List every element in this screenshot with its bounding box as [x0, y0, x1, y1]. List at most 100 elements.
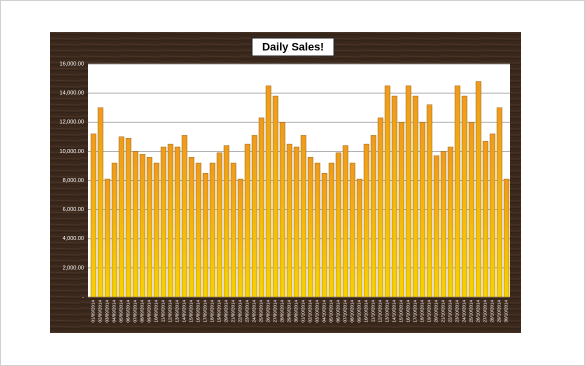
bar: [503, 178, 510, 298]
x-tick-label: 11/10/2014: [371, 300, 376, 323]
x-tick-label: 19/10/2014: [427, 300, 432, 323]
x-tick-label: 22/09/2014: [238, 300, 243, 323]
x-tick-label: 13/09/2014: [175, 300, 180, 323]
x-tick-label: 01/10/2014: [301, 300, 306, 323]
x-tick-label: 15/09/2014: [189, 300, 194, 323]
x-tick-label: 12/10/2014: [378, 300, 383, 323]
bar: [328, 162, 335, 298]
x-tick-label: 07/09/2014: [133, 300, 138, 323]
x-tick-label: 24/10/2014: [462, 300, 467, 323]
x-tick-label: 10/09/2014: [154, 300, 159, 323]
bar: [447, 146, 454, 298]
bar: [202, 173, 209, 298]
x-tick-label: 14/10/2014: [392, 300, 397, 323]
x-tick-label: 18/09/2014: [210, 300, 215, 323]
bar: [391, 95, 398, 298]
x-tick-label: 20/10/2014: [434, 300, 439, 323]
bar: [300, 135, 307, 298]
bar: [475, 81, 482, 298]
bar: [398, 122, 405, 298]
x-tick-label: 08/10/2014: [350, 300, 355, 323]
bar: [272, 95, 279, 298]
y-tick-label: 16,000.00: [60, 61, 84, 67]
x-tick-label: 27/09/2014: [273, 300, 278, 323]
x-tick-label: 07/10/2014: [343, 300, 348, 323]
x-tick-label: 11/09/2014: [161, 300, 166, 323]
bar: [251, 135, 258, 298]
x-tick-label: 21/10/2014: [441, 300, 446, 323]
x-tick-label: 21/09/2014: [231, 300, 236, 323]
title-box: [251, 37, 335, 57]
bar: [307, 156, 314, 298]
bar: [370, 135, 377, 298]
x-tick-label: 23/10/2014: [455, 300, 460, 323]
bar: [118, 136, 125, 298]
x-tick-label: 24/09/2014: [252, 300, 257, 323]
x-tick-label: 02/09/2014: [98, 300, 103, 323]
x-tick-label: 23/09/2014: [245, 300, 250, 323]
x-tick-label: 03/09/2014: [105, 300, 110, 323]
bar: [195, 162, 202, 298]
x-tick-label: 17/09/2014: [203, 300, 208, 323]
bar: [482, 140, 489, 298]
bar: [496, 107, 503, 298]
x-tick-label: 30/09/2014: [294, 300, 299, 323]
x-tick-label: 29/10/2014: [497, 300, 502, 323]
bar: [244, 143, 251, 298]
bar: [181, 135, 188, 298]
x-tick-label: 27/10/2014: [483, 300, 488, 323]
bar: [405, 85, 412, 298]
y-tick-label: 4,000.00: [63, 236, 84, 242]
x-tick-label: 28/09/2014: [280, 300, 285, 323]
x-tick-label: 22/10/2014: [448, 300, 453, 323]
x-tick-label: 29/09/2014: [287, 300, 292, 323]
x-tick-label: 14/09/2014: [182, 300, 187, 323]
x-tick-label: 10/10/2014: [364, 300, 369, 323]
bar: [433, 155, 440, 298]
y-tick-label: 10,000.00: [60, 149, 84, 155]
x-tick-label: 01/09/2014: [91, 300, 96, 323]
bar: [188, 156, 195, 298]
bar: [356, 178, 363, 298]
bar: [97, 107, 104, 298]
x-tick-label: 09/09/2014: [147, 300, 152, 323]
bar: [377, 117, 384, 298]
x-tick-label: 30/10/2014: [504, 300, 509, 323]
bar: [125, 138, 132, 298]
bar: [167, 143, 174, 298]
bar: [104, 178, 111, 298]
bar: [111, 162, 118, 298]
x-tick-label: 16/10/2014: [406, 300, 411, 323]
x-tick-label: 03/10/2014: [315, 300, 320, 323]
bar: [265, 85, 272, 298]
bar: [468, 122, 475, 298]
chart-title: Daily Sales!: [262, 41, 324, 53]
bar: [461, 95, 468, 298]
y-tick-label: -: [82, 294, 84, 300]
bar: [237, 178, 244, 298]
y-tick-label: 8,000.00: [63, 178, 84, 184]
x-tick-label: 15/10/2014: [399, 300, 404, 323]
x-tick-label: 09/10/2014: [357, 300, 362, 323]
bar: [279, 122, 286, 298]
bar: [454, 85, 461, 298]
x-tick-label: 16/09/2014: [196, 300, 201, 323]
x-tick-label: 19/09/2014: [217, 300, 222, 323]
bar: [321, 173, 328, 298]
x-tick-label: 04/09/2014: [112, 300, 117, 323]
y-tick-label: 12,000.00: [60, 120, 84, 126]
bar: [216, 152, 223, 298]
x-tick-label: 17/10/2014: [413, 300, 418, 323]
bar: [209, 162, 216, 298]
bar: [440, 151, 447, 298]
bar: [489, 133, 496, 298]
bar: [293, 146, 300, 298]
bar: [419, 122, 426, 298]
x-tick-label: 06/10/2014: [336, 300, 341, 323]
x-tick-label: 13/10/2014: [385, 300, 390, 323]
x-tick-label: 26/10/2014: [476, 300, 481, 323]
x-tick-label: 06/09/2014: [126, 300, 131, 323]
x-tick-label: 28/10/2014: [490, 300, 495, 323]
x-tick-label: 05/10/2014: [329, 300, 334, 323]
